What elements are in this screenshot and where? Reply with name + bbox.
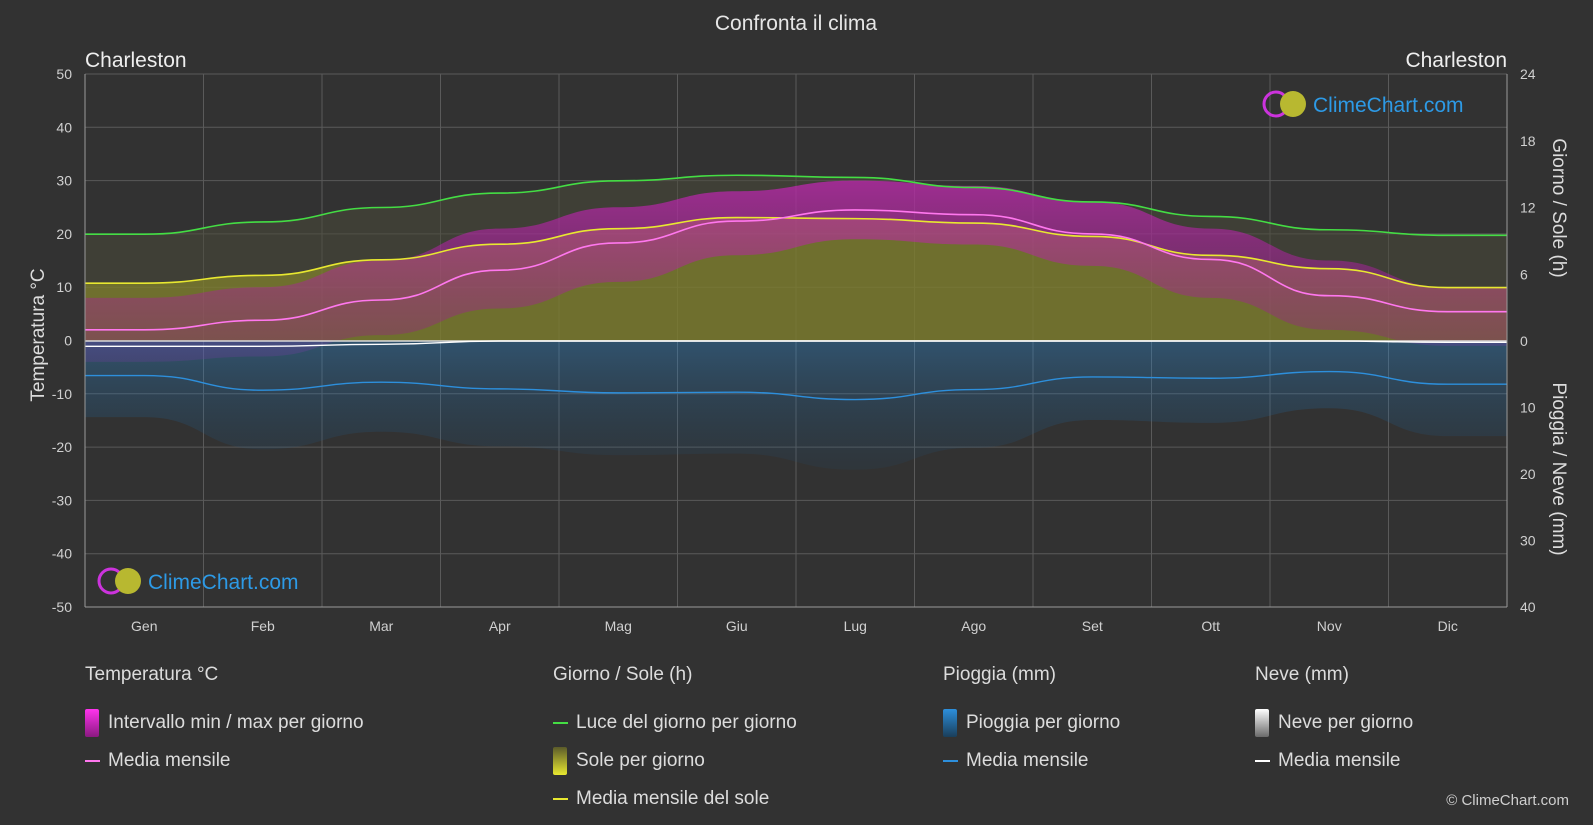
location-right: Charleston xyxy=(1405,49,1507,72)
y-tick-label: -10 xyxy=(52,386,72,402)
snow-mean-line-icon xyxy=(1255,760,1270,762)
snow-swatch xyxy=(1255,709,1269,737)
chart-layers xyxy=(84,174,1507,470)
legend-temp-mean-label: Media mensile xyxy=(108,750,231,771)
temp-range-band xyxy=(85,180,1507,362)
y-tick-label: 10 xyxy=(56,279,72,295)
legend-sun-mean: Media mensile del sole xyxy=(553,780,797,818)
x-tick-label: Mag xyxy=(605,618,632,634)
y-tick-label: -20 xyxy=(52,439,72,455)
daylight-line xyxy=(85,174,1507,237)
y-tick-label: 40 xyxy=(56,119,72,135)
x-tick-label: Gen xyxy=(131,618,157,634)
x-tick-label: Ago xyxy=(961,618,986,634)
legend-snow-label: Neve per giorno xyxy=(1278,712,1414,733)
daylight-line-icon xyxy=(553,722,568,724)
x-tick-label: Giu xyxy=(726,618,748,634)
y2-tick-label: 18 xyxy=(1520,133,1536,149)
sun-mean-line-icon xyxy=(553,798,568,800)
temp-mean-line-icon xyxy=(85,760,100,762)
legend-temp-range-label: Intervallo min / max per giorno xyxy=(108,712,364,733)
legend-snow: Neve (mm) Neve per giorno Media mensile xyxy=(1255,664,1413,780)
legend-rain-mean-label: Media mensile xyxy=(966,750,1089,771)
legend-rain-day: Pioggia per giorno xyxy=(943,704,1120,742)
y2-tick-label: 12 xyxy=(1520,200,1536,216)
rain-area xyxy=(85,341,1507,470)
rain-mean-line-icon xyxy=(943,760,958,762)
x-tick-label: Feb xyxy=(251,618,275,634)
legend-temperature-title: Temperatura °C xyxy=(85,664,219,685)
watermark-text-bottom: ClimeChart.com xyxy=(148,571,299,594)
watermark-top: ClimeChart.com xyxy=(1262,90,1464,118)
copyright: © ClimeChart.com xyxy=(1446,792,1569,809)
y3-tick-label: 20 xyxy=(1520,466,1536,482)
location-left: Charleston xyxy=(85,49,187,72)
temp-mean-line xyxy=(84,209,1507,331)
legend-daylight-label: Luce del giorno per giorno xyxy=(576,712,797,733)
x-tick-label: Lug xyxy=(844,618,867,634)
legend-snow-mean: Media mensile xyxy=(1255,742,1413,780)
y-tick-label: 20 xyxy=(56,226,72,242)
sun-mean-line xyxy=(85,216,1507,289)
y3-tick-label: 40 xyxy=(1520,599,1536,615)
legend-sun-day: Sole per giorno xyxy=(553,742,797,780)
legend-sun-label: Sole per giorno xyxy=(576,750,705,771)
chart-title: Confronta il clima xyxy=(715,12,878,35)
legend-sun-mean-label: Media mensile del sole xyxy=(576,788,770,809)
legend-snow-mean-label: Media mensile xyxy=(1278,750,1401,771)
legend-rain-label: Pioggia per giorno xyxy=(966,712,1121,733)
y3-tick-label: 10 xyxy=(1520,400,1536,416)
logo-sun-icon xyxy=(115,568,141,594)
legend-temp-mean: Media mensile xyxy=(85,742,364,780)
snow-mean-line xyxy=(85,340,1507,348)
y2-tick-label: 0 xyxy=(1520,333,1528,349)
left-axis-label: Temperatura °C xyxy=(28,268,49,401)
x-tick-label: Apr xyxy=(489,618,511,634)
watermark-text-top: ClimeChart.com xyxy=(1313,94,1464,117)
legend-rain-title: Pioggia (mm) xyxy=(943,664,1056,685)
x-tick-label: Mar xyxy=(369,618,393,634)
x-tick-label: Dic xyxy=(1438,618,1458,634)
temp-range-swatch xyxy=(85,709,99,737)
watermark-bottom: ClimeChart.com xyxy=(97,567,299,595)
right-axis-label-bottom: Pioggia / Neve (mm) xyxy=(1548,382,1569,555)
y-tick-label: 50 xyxy=(56,66,72,82)
x-tick-label: Set xyxy=(1082,618,1103,634)
y-tick-label: -50 xyxy=(52,599,72,615)
y3-tick-label: 30 xyxy=(1520,533,1536,549)
x-tick-label: Nov xyxy=(1317,618,1342,634)
legend-temperature: Temperatura °C Intervallo min / max per … xyxy=(85,664,364,780)
legend-snow-title: Neve (mm) xyxy=(1255,664,1349,685)
x-tick-label: Ott xyxy=(1201,618,1220,634)
rain-mean-line xyxy=(85,370,1507,401)
legend-snow-day: Neve per giorno xyxy=(1255,704,1413,742)
axes: 50 40 30 20 10 0 -10 -20 -30 -40 -50 24 18 12 6 0 10 20 30… xyxy=(52,66,1536,634)
rain-swatch xyxy=(943,709,957,737)
legend-rain-mean: Media mensile xyxy=(943,742,1120,780)
y-tick-label: -30 xyxy=(52,492,72,508)
logo-sun-icon xyxy=(1280,91,1306,117)
y-tick-label: 0 xyxy=(64,333,72,349)
y-tick-label: 30 xyxy=(56,173,72,189)
y2-tick-label: 24 xyxy=(1520,66,1536,82)
sun-swatch xyxy=(553,747,567,775)
y-tick-label: -40 xyxy=(52,546,72,562)
y2-tick-label: 6 xyxy=(1520,266,1528,282)
right-axis-label-top: Giorno / Sole (h) xyxy=(1548,138,1569,277)
legend-sun-title: Giorno / Sole (h) xyxy=(553,664,693,685)
legend-rain: Pioggia (mm) Pioggia per giorno Media me… xyxy=(943,664,1120,780)
legend-daylight: Luce del giorno per giorno xyxy=(553,704,797,742)
legend-temp-range: Intervallo min / max per giorno xyxy=(85,704,364,742)
legend-sun: Giorno / Sole (h) Luce del giorno per gi… xyxy=(553,664,797,818)
